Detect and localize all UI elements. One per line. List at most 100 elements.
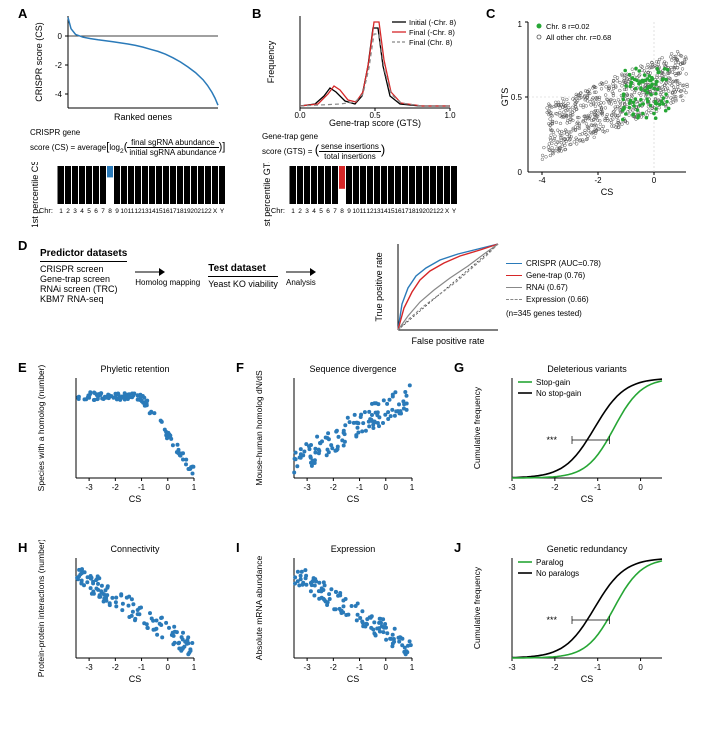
panel-f-label: F (236, 360, 244, 375)
panel-g: G (454, 360, 464, 375)
svg-text:Connectivity: Connectivity (110, 544, 160, 554)
predictor-item: CRISPR screen (40, 264, 127, 274)
svg-text:-2: -2 (330, 483, 338, 492)
predictor-heading: Predictor datasets (40, 248, 127, 262)
test-heading: Test dataset (208, 263, 278, 277)
svg-text:CS: CS (129, 674, 142, 684)
predictor-item: RNAi screen (TRC) (40, 284, 127, 294)
panel-h-chart: Connectivity-3-2-101CSProtein-protein in… (30, 540, 220, 710)
panel-d: D (18, 238, 27, 253)
panel-b-label: B (252, 6, 261, 21)
svg-text:-2: -2 (55, 61, 63, 70)
predictor-item: KBM7 RNA-seq (40, 294, 127, 304)
svg-text:-1: -1 (356, 663, 364, 672)
svg-text:X: X (445, 208, 450, 215)
panel-d-flow: Predictor datasets CRISPR screen Gene-tr… (40, 248, 316, 304)
panel-h: H (18, 540, 27, 555)
svg-text:6: 6 (94, 208, 98, 215)
svg-text:Y: Y (452, 208, 457, 215)
svg-text:3: 3 (305, 208, 309, 215)
svg-text:All other chr. r=0.68: All other chr. r=0.68 (546, 33, 611, 42)
svg-text:-3: -3 (86, 483, 94, 492)
svg-text:0: 0 (166, 663, 171, 672)
panel-g-label: G (454, 360, 464, 375)
svg-text:-1: -1 (594, 483, 602, 492)
svg-text:0: 0 (384, 483, 389, 492)
panel-a-bar-chart: 12345678910111213141516171819202122XYChr… (28, 162, 238, 227)
svg-text:0: 0 (166, 483, 171, 492)
svg-text:Cumulative frequency: Cumulative frequency (472, 566, 482, 649)
panel-e: E (18, 360, 27, 375)
svg-text:1: 1 (410, 483, 415, 492)
svg-text:Initial (-Chr. 8): Initial (-Chr. 8) (409, 18, 457, 27)
svg-text:-1: -1 (356, 483, 364, 492)
svg-text:Genetic redundancy: Genetic redundancy (547, 544, 628, 554)
svg-text:0: 0 (638, 483, 643, 492)
panel-i: I (236, 540, 240, 555)
svg-text:-2: -2 (112, 483, 120, 492)
svg-text:No stop-gain: No stop-gain (536, 389, 581, 398)
svg-text:8: 8 (108, 208, 112, 215)
svg-text:-4: -4 (55, 90, 63, 99)
svg-text:-4: -4 (538, 176, 546, 185)
panel-a: A (18, 6, 27, 21)
panel-g-chart: Deleterious variants-3-2-10CSCumulative … (466, 360, 686, 510)
svg-text:CS: CS (581, 674, 594, 684)
panel-a-label: A (18, 6, 27, 21)
panel-j: J (454, 540, 461, 555)
svg-text:1st percentile GTS: 1st percentile GTS (262, 162, 272, 227)
svg-text:***: *** (546, 435, 557, 445)
svg-text:Species with a homolog (number: Species with a homolog (number) (36, 365, 46, 492)
svg-text:GTS: GTS (500, 88, 510, 107)
svg-text:0.5: 0.5 (511, 93, 523, 102)
svg-text:X: X (213, 208, 218, 215)
svg-text:-1: -1 (138, 663, 146, 672)
svg-text:1: 1 (410, 663, 415, 672)
svg-text:7: 7 (333, 208, 337, 215)
test-item: Yeast KO viability (208, 279, 278, 289)
svg-text:Final (-Chr. 8): Final (-Chr. 8) (409, 28, 455, 37)
svg-text:Chr:: Chr: (39, 206, 53, 215)
svg-text:1st percentile CS: 1st percentile CS (30, 162, 40, 227)
svg-text:0: 0 (652, 176, 657, 185)
svg-text:2: 2 (66, 208, 70, 215)
svg-text:9: 9 (115, 208, 119, 215)
svg-text:Chr:: Chr: (271, 206, 285, 215)
panel-j-chart: Genetic redundancy-3-2-10CSCumulative fr… (466, 540, 686, 710)
svg-text:1: 1 (518, 20, 523, 29)
svg-text:Absolute mRNA abundance: Absolute mRNA abundance (254, 556, 264, 661)
svg-text:1: 1 (192, 663, 197, 672)
svg-text:5: 5 (319, 208, 323, 215)
svg-text:True positive rate: True positive rate (374, 252, 384, 321)
panel-b-bar-chart: 12345678910111213141516171819202122XYChr… (260, 162, 470, 227)
svg-text:1: 1 (59, 208, 63, 215)
svg-text:0: 0 (384, 663, 389, 672)
panel-c: C (486, 6, 495, 21)
svg-text:-3: -3 (508, 483, 516, 492)
svg-text:4: 4 (312, 208, 316, 215)
panel-a-top-chart: 0 -2 -4 CRISPR score (CS) Ranked genes (30, 10, 225, 120)
svg-text:3: 3 (73, 208, 77, 215)
svg-text:-1: -1 (594, 663, 602, 672)
svg-text:7: 7 (101, 208, 105, 215)
svg-text:CS: CS (347, 674, 360, 684)
panel-c-label: C (486, 6, 495, 21)
svg-text:-2: -2 (112, 663, 120, 672)
svg-text:Expression: Expression (331, 544, 376, 554)
svg-text:Final (Chr. 8): Final (Chr. 8) (409, 38, 453, 47)
panel-j-label: J (454, 540, 461, 555)
panel-i-label: I (236, 540, 240, 555)
panel-b-ylabel: Frequency (266, 40, 276, 83)
panel-b-xlabel: Gene-trap score (GTS) (300, 118, 450, 128)
svg-text:Sequence divergence: Sequence divergence (309, 364, 396, 374)
panel-f: F (236, 360, 244, 375)
svg-text:4: 4 (80, 208, 84, 215)
svg-text:-3: -3 (86, 663, 94, 672)
panel-d-roc-legend: CRISPR (AUC=0.78) Gene-trap (0.76) RNAi … (506, 258, 601, 320)
svg-text:2: 2 (298, 208, 302, 215)
panel-a-ylabel: CRISPR score (CS) (34, 22, 44, 102)
svg-text:False positive rate: False positive rate (411, 336, 484, 346)
arrow-label: Analysis (286, 278, 316, 287)
svg-text:-2: -2 (330, 663, 338, 672)
svg-text:CS: CS (347, 494, 360, 504)
